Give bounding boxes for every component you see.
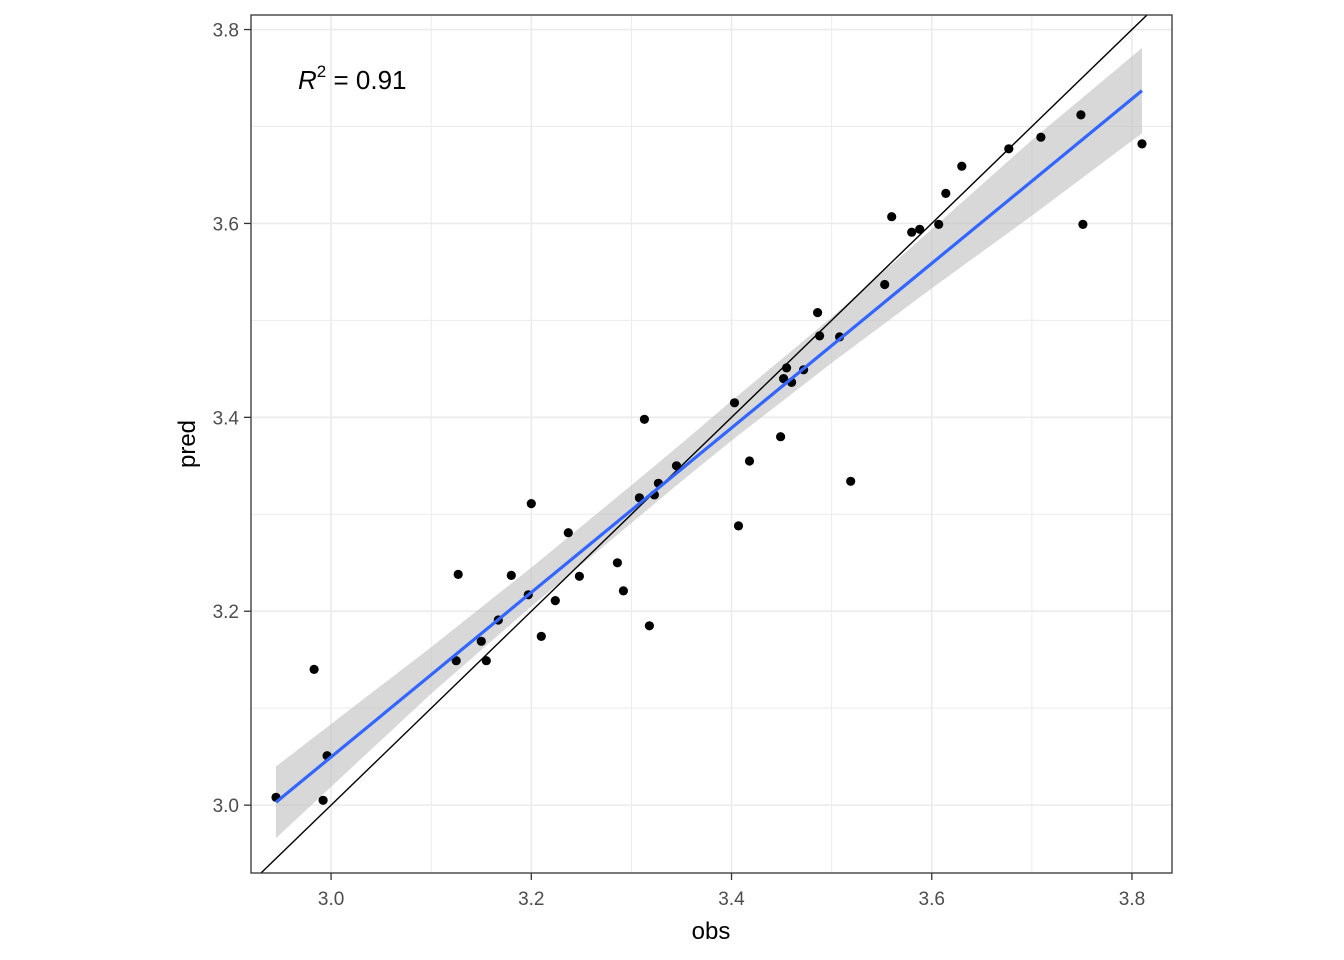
data-point [782,363,792,373]
y-axis-ticks: 3.0 3.2 3.4 3.6 3.8 [213,21,251,817]
plot-layer [260,15,1148,873]
data-point [451,656,461,666]
x-tick-label: 3.4 [718,889,745,910]
data-point [574,571,585,581]
x-tick-label: 3.6 [919,889,945,910]
data-point [934,219,944,229]
r-value-text: = 0.91 [326,65,406,95]
major-grid [251,15,1172,873]
r-symbol: R [298,65,317,95]
x-axis-ticks: 3.0 3.2 3.4 3.6 3.8 [318,873,1145,910]
r-superscript: 2 [317,62,326,81]
confidence-ribbon [276,48,1142,839]
x-axis-title: obs [692,918,731,945]
data-point [1036,132,1046,142]
data-point [550,596,560,606]
data-point [671,461,682,471]
data-point [481,656,491,666]
regression-fit-line [275,89,1143,804]
data-point [880,279,890,290]
data-point [536,631,546,642]
data-point [1078,219,1088,229]
data-point [776,432,786,442]
data-point [779,374,789,384]
data-point [1137,139,1147,149]
identity-line [260,15,1148,873]
data-point [644,621,655,631]
data-point [453,569,463,580]
data-point [887,212,897,222]
data-point [941,188,951,198]
y-tick-label: 3.4 [213,408,240,429]
y-axis-title: pred [174,420,201,468]
data-point [744,456,755,466]
data-point [618,586,629,596]
data-point [1076,110,1086,120]
data-point [639,414,650,424]
data-point [733,521,744,531]
y-tick-label: 3.8 [213,21,239,42]
data-point [612,558,623,568]
data-point [815,331,825,341]
data-point [476,636,486,646]
y-tick-label: 3.0 [213,796,239,817]
data-point [729,398,740,408]
data-point [526,499,536,509]
r-squared-annotation: R2 = 0.91 [298,62,406,95]
data-point [957,161,967,171]
data-point [563,528,573,538]
x-tick-label: 3.0 [318,889,344,910]
data-point [915,224,925,234]
x-tick-label: 3.8 [1119,889,1145,910]
data-point [309,664,319,675]
data-point [318,795,328,805]
data-point [1004,144,1014,154]
data-point [907,227,917,237]
data-point [813,308,823,318]
y-tick-label: 3.2 [213,602,239,623]
x-tick-label: 3.2 [518,889,544,910]
data-point [846,476,856,486]
y-tick-label: 3.6 [213,214,239,235]
data-point [506,570,516,581]
plot-panel-border [250,14,1173,874]
